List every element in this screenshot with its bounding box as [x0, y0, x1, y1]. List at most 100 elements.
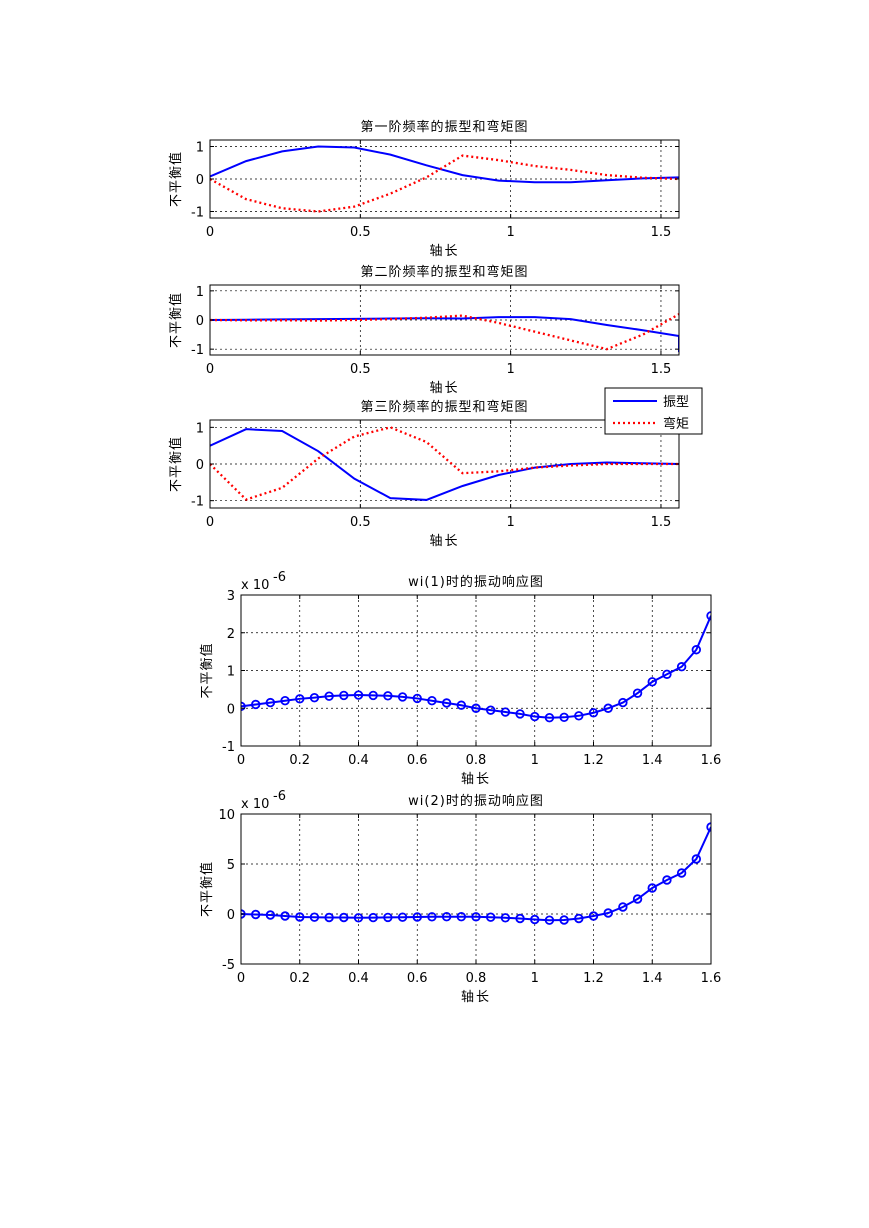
x-tick-label: 0.5 — [350, 515, 371, 530]
x-tick-label: 0.8 — [466, 753, 487, 768]
x-tick-label: 0.2 — [289, 753, 310, 768]
data-point — [662, 669, 672, 679]
data-point — [603, 703, 613, 713]
data-point — [456, 912, 467, 922]
x-tick-label: 0.4 — [348, 753, 369, 768]
series-line-振型 — [210, 316, 679, 353]
y-tick-label: -1 — [191, 343, 204, 358]
y-tick-label: 0 — [196, 314, 204, 329]
x-axis-label: 轴长 — [429, 381, 459, 396]
data-point — [471, 703, 481, 713]
y-tick-label: 10 — [218, 808, 235, 823]
legend-label: 振型 — [663, 395, 689, 410]
data-point — [265, 910, 276, 920]
data-point — [427, 696, 437, 706]
y-tick-label: -1 — [222, 740, 235, 755]
series-line-弯矩 — [210, 154, 679, 213]
x-tick-label: 0 — [206, 362, 214, 377]
x-tick-label: 1.2 — [583, 753, 604, 768]
chart-title: wi(2)时的振动响应图 — [408, 793, 544, 809]
y-tick-label: -1 — [191, 206, 204, 221]
data-point — [427, 912, 437, 922]
data-point — [250, 699, 261, 710]
x-tick-label: 1 — [507, 225, 515, 240]
y-tick-label: 0 — [227, 908, 235, 923]
data-point — [530, 914, 540, 925]
y-tick-label: 1 — [196, 421, 204, 436]
series-line-弯矩 — [210, 313, 679, 351]
data-point — [368, 912, 378, 923]
data-point — [339, 912, 349, 923]
data-point — [618, 697, 628, 708]
data-point — [383, 912, 393, 923]
x-tick-label: 0.5 — [350, 362, 371, 377]
x-tick-label: 1 — [507, 515, 515, 530]
chart-title: 第三阶频率的振型和弯矩图 — [360, 399, 528, 415]
y-tick-label: 1 — [196, 285, 204, 300]
data-point — [632, 894, 643, 904]
y-tick-label: 0 — [196, 458, 204, 473]
data-point — [691, 645, 702, 655]
data-point — [456, 700, 467, 710]
data-point — [603, 908, 613, 918]
data-point — [295, 694, 305, 704]
series-line-振型 — [210, 428, 679, 501]
y-multiplier: x 10 — [241, 578, 269, 593]
y-exponent: -6 — [273, 570, 286, 585]
data-point — [353, 690, 364, 700]
x-tick-label: 1.2 — [583, 971, 604, 986]
data-point — [241, 701, 246, 712]
data-point — [250, 909, 261, 920]
y-tick-label: 3 — [227, 589, 235, 604]
x-tick-label: 1 — [531, 971, 539, 986]
data-point — [676, 662, 687, 672]
data-point — [588, 708, 599, 718]
x-axis-label: 轴长 — [461, 990, 491, 1005]
x-tick-label: 0.6 — [407, 971, 428, 986]
plot-area — [210, 313, 679, 353]
data-point — [618, 902, 628, 912]
plot-area — [210, 426, 679, 501]
data-point — [324, 912, 334, 923]
data-point — [676, 868, 687, 878]
y-axis-label: 不平衡值 — [168, 292, 184, 348]
data-point — [647, 883, 657, 893]
data-point — [574, 711, 584, 721]
data-point — [295, 912, 305, 922]
x-tick-label: 0.8 — [466, 971, 487, 986]
data-point — [309, 692, 320, 703]
plot-area — [241, 611, 711, 723]
x-tick-label: 0.5 — [350, 225, 371, 240]
legend-label: 弯矩 — [663, 416, 689, 432]
data-point — [339, 690, 349, 701]
chart-title: 第一阶频率的振型和弯矩图 — [360, 119, 528, 135]
data-point — [515, 709, 525, 719]
data-point — [280, 911, 290, 921]
data-point — [485, 912, 496, 922]
series-line-series-1 — [241, 615, 711, 719]
data-point — [280, 696, 290, 706]
data-point — [706, 822, 711, 832]
x-tick-label: 0 — [237, 753, 245, 768]
x-tick-label: 1.4 — [642, 753, 663, 768]
data-point — [706, 611, 711, 621]
chart-5: 0 0.2 0.4 0.6 0.8 1 1.2 1.4 1.6-50510wi(2)时的振动响应… — [199, 789, 721, 1005]
x-tick-label: 0 — [206, 225, 214, 240]
data-point — [368, 690, 378, 701]
plot-area — [210, 145, 679, 213]
x-tick-label: 0 — [237, 971, 245, 986]
data-point — [265, 697, 276, 708]
chart-title: 第二阶频率的振型和弯矩图 — [360, 264, 528, 280]
data-point — [397, 912, 408, 922]
y-tick-label: 5 — [227, 858, 235, 873]
data-point — [632, 688, 643, 698]
x-tick-label: 1.4 — [642, 971, 663, 986]
data-point — [353, 913, 364, 923]
data-point — [471, 912, 481, 922]
x-tick-label: 0.6 — [407, 753, 428, 768]
